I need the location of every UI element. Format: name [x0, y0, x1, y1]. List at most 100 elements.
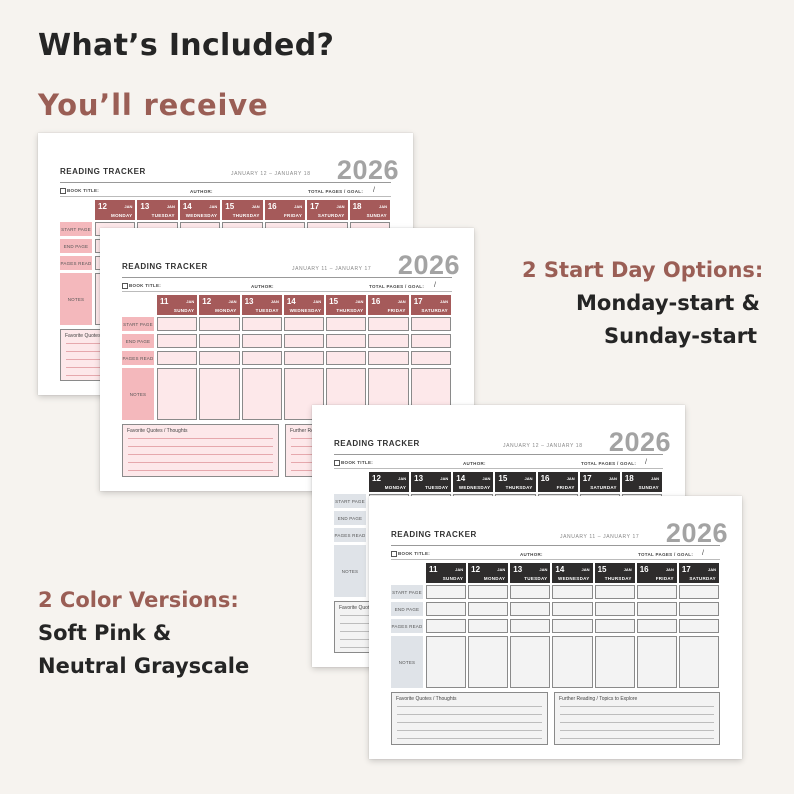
row-label: NOTES [122, 368, 154, 420]
day-header: 13 JAN TUESDAY [411, 472, 452, 492]
header-rule [60, 182, 391, 183]
day-number: 15 [498, 474, 508, 483]
day-month: JAN [186, 299, 195, 304]
writing-line [560, 738, 714, 739]
day-number: 15 [329, 297, 339, 306]
day-number: 16 [267, 202, 277, 211]
day-month: JAN [707, 567, 716, 572]
row-label: END PAGE [334, 511, 366, 525]
day-header: 18 JAN SUNDAY [621, 472, 662, 492]
writing-line [560, 706, 714, 707]
header-rule [122, 277, 452, 278]
author-label: AUTHOR: [463, 461, 486, 466]
day-month: JAN [455, 567, 464, 572]
day-number: 13 [244, 297, 254, 306]
tracker-cell [199, 368, 240, 420]
writing-line [128, 454, 273, 455]
tracker-cell [410, 334, 451, 348]
writing-line [128, 462, 273, 463]
book-title-text: BOOK TITLE: [129, 283, 162, 289]
writing-line [397, 706, 542, 707]
start-day-line-1: Monday-start & [576, 291, 760, 315]
day-number: 11 [429, 565, 438, 574]
day-header: 13 JAN TUESDAY [241, 295, 282, 315]
color-versions-line-1: Soft Pink & [38, 621, 172, 645]
row-label: START PAGE [334, 494, 366, 508]
tracker-cell [199, 334, 240, 348]
tracker-cell [241, 351, 282, 365]
tracker-cell [594, 602, 635, 616]
row-label: PAGES READ [334, 528, 366, 542]
tracker-cell [636, 602, 677, 616]
tracker-cell [510, 636, 551, 688]
day-name: SUNDAY [442, 576, 464, 581]
writing-line [128, 438, 273, 439]
author-label: AUTHOR: [520, 552, 543, 557]
day-name: SATURDAY [317, 213, 345, 218]
day-month: JAN [294, 204, 303, 209]
tracker-cell [326, 317, 367, 331]
book-title-text: BOOK TITLE: [67, 188, 100, 194]
book-title-text: BOOK TITLE: [398, 551, 431, 557]
tracker-cell [552, 619, 593, 633]
day-header: 16 JAN FRIDAY [636, 563, 677, 583]
row-label: NOTES [391, 636, 423, 688]
author-label: AUTHOR: [190, 189, 213, 194]
tracker-cell [368, 334, 409, 348]
row-label: PAGES READ [60, 256, 92, 270]
day-header: 16 JAN FRIDAY [368, 295, 409, 315]
tracker-year: 2026 [336, 155, 399, 185]
day-header: 15 JAN THURSDAY [495, 472, 536, 492]
color-versions-line-2: Neutral Grayscale [38, 654, 250, 678]
day-header: 17 JAN SATURDAY [579, 472, 620, 492]
tracker-year: 2026 [397, 250, 460, 280]
day-header: 14 JAN WEDNESDAY [453, 472, 494, 492]
row-label: PAGES READ [391, 619, 423, 633]
day-header: 14 JAN WEDNESDAY [179, 200, 221, 220]
book-title-text: BOOK TITLE: [341, 460, 374, 466]
day-name: FRIDAY [387, 308, 406, 313]
day-header: 18 JAN SUNDAY [349, 200, 390, 220]
day-number: 11 [160, 297, 169, 306]
tracker-cell [157, 317, 198, 331]
day-name: SATURDAY [421, 308, 448, 313]
page-subheading: You’ll receive [38, 88, 269, 122]
tracker-cell [552, 602, 593, 616]
meta-rule [122, 291, 452, 292]
day-number: 14 [182, 202, 192, 211]
tracker-sheet-gray-sunday: READING TRACKER JANUARY 11 – JANUARY 17 20… [369, 496, 742, 759]
header-rule [334, 454, 663, 455]
day-name: SUNDAY [638, 485, 659, 490]
tracker-cell [410, 317, 451, 331]
day-month: JAN [355, 299, 364, 304]
tracker-cell [426, 585, 467, 599]
tracker-cell [510, 585, 551, 599]
day-name: MONDAY [483, 576, 506, 581]
tracker-cell [468, 619, 509, 633]
day-name: MONDAY [215, 308, 237, 313]
day-month: JAN [566, 476, 575, 481]
day-header: 12 JAN MONDAY [369, 472, 410, 492]
day-header: 13 JAN TUESDAY [510, 563, 551, 583]
day-header: 15 JAN THURSDAY [594, 563, 635, 583]
book-icon [122, 283, 128, 289]
author-label: AUTHOR: [251, 284, 274, 289]
goal-slash: / [702, 550, 705, 557]
day-header: 15 JAN THURSDAY [222, 200, 263, 220]
row-label: START PAGE [122, 317, 154, 331]
day-name: SATURDAY [689, 576, 716, 581]
total-pages-label: TOTAL PAGES / GOAL: [581, 461, 637, 466]
date-range: JANUARY 12 – JANUARY 18 [503, 443, 583, 449]
tracker-cell [426, 602, 467, 616]
day-header: 15 JAN THURSDAY [326, 295, 367, 315]
tracker-cell [426, 619, 467, 633]
day-name: THURSDAY [232, 213, 260, 218]
day-number: 17 [413, 297, 423, 306]
day-number: 12 [471, 565, 481, 574]
day-name: THURSDAY [604, 576, 632, 581]
day-header: 11 JAN SUNDAY [157, 295, 198, 315]
tracker-cell [594, 585, 635, 599]
book-icon [334, 460, 340, 466]
day-number: 15 [225, 202, 235, 211]
row-label: NOTES [334, 545, 366, 597]
